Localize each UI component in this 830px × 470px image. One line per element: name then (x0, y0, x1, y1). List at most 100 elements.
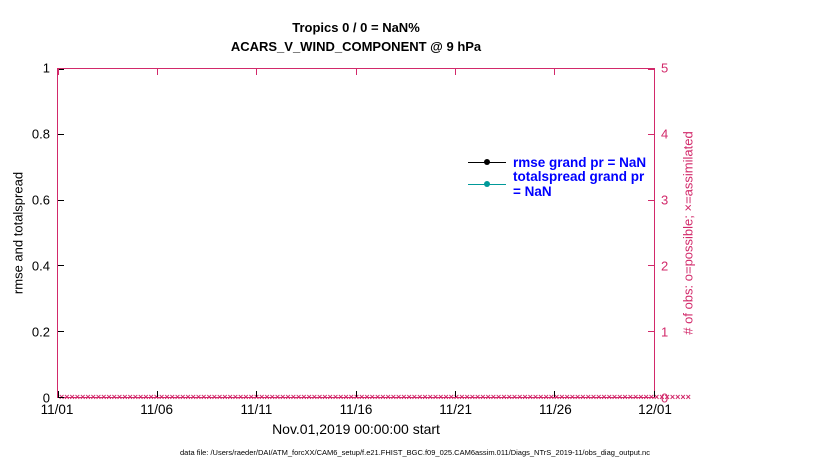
assimilated-obs-x-icon: × (164, 392, 170, 402)
right-tick-label: 3 (661, 192, 669, 208)
assimilated-obs-x-icon: × (101, 392, 107, 402)
assimilated-obs-x-icon: × (569, 392, 576, 402)
assimilated-obs-x-icon: × (116, 392, 123, 402)
assimilated-obs-x-icon: × (137, 392, 144, 402)
assimilated-obs-x-icon: × (238, 392, 244, 402)
assimilated-obs-x-icon: × (211, 392, 217, 402)
assimilated-obs-x-icon: × (280, 392, 286, 402)
assimilated-obs-x-icon: × (517, 392, 523, 402)
x-tick-label: 11/06 (140, 402, 174, 417)
left-tick-label: 1 (42, 60, 50, 76)
assimilated-obs-x-icon: × (216, 392, 223, 402)
left-tick-label: 0.6 (31, 192, 50, 208)
assimilated-obs-x-icon: × (427, 392, 433, 402)
assimilated-obs-x-icon: × (622, 392, 628, 402)
x-axis-label: Nov.01,2019 00:00:00 start (272, 421, 440, 437)
assimilated-obs-x-icon: × (469, 392, 475, 402)
assimilated-obs-x-icon: × (374, 392, 381, 402)
assimilated-obs-x-icon: × (627, 392, 633, 402)
x-tick-label: 11/11 (240, 402, 273, 417)
assimilated-obs-x-icon: × (401, 392, 407, 402)
assimilated-obs-x-icon: × (95, 392, 102, 402)
assimilated-obs-x-icon: × (474, 392, 481, 402)
assimilated-obs-x-icon: × (180, 392, 186, 402)
assimilated-obs-x-icon: × (343, 392, 349, 402)
assimilated-obs-x-icon: × (185, 392, 191, 402)
right-tick-label: 0 (661, 390, 669, 406)
assimilated-obs-x-icon: × (490, 392, 497, 402)
assimilated-obs-x-icon: × (274, 392, 281, 402)
assimilated-obs-x-icon: × (285, 392, 291, 402)
assimilated-obs-x-icon: × (643, 392, 649, 402)
right-axis-tick-labels: 0 1 2 3 4 5 (661, 61, 701, 406)
legend-row-rmse: rmse grand pr = NaN (468, 151, 654, 173)
x-tick-label: 11/16 (339, 402, 373, 417)
assimilated-obs-x-icon: × (317, 392, 323, 402)
assimilated-obs-x-icon: × (406, 392, 412, 402)
assimilated-obs-x-icon: × (64, 392, 70, 402)
assimilated-obs-x-icon: × (638, 392, 644, 402)
assimilated-obs-x-icon: × (559, 392, 565, 402)
chart-title-line2: ACARS_V_WIND_COMPONENT @ 9 hPa (230, 39, 482, 54)
assimilated-obs-x-icon: × (543, 392, 549, 402)
left-axis-tick-labels: 0 0.2 0.4 0.6 0.8 1 (0, 61, 50, 406)
chart-title-line1: Tropics 0 / 0 = NaN% (292, 20, 420, 35)
assimilated-obs-x-icon: × (485, 392, 491, 402)
chart-title: Tropics 0 / 0 = NaN% ACARS_V_WIND_COMPON… (57, 18, 655, 56)
x-tick-label: 11/21 (439, 402, 473, 417)
x-axis-tick-labels: 11/01 11/06 11/11 11/16 11/21 11/26 12/01 (41, 402, 672, 418)
assimilated-obs-x-icon: × (654, 392, 660, 402)
assimilated-obs-x-icon: × (369, 392, 375, 402)
assimilated-obs-x-icon: × (364, 392, 370, 402)
assimilated-obs-x-icon: × (422, 392, 428, 402)
assimilated-obs-x-icon: × (564, 392, 570, 402)
plot-area: rmse grand pr = NaN totalspread grand pr… (57, 68, 691, 402)
assimilated-obs-x-icon: × (459, 392, 465, 402)
x-tick-label: 11/26 (538, 402, 572, 417)
assimilated-obs-x-icon: × (106, 392, 112, 402)
totalspread-line-marker-icon (468, 179, 506, 189)
assimilated-obs-x-icon: × (69, 392, 75, 402)
assimilated-obs-x-icon: × (380, 392, 386, 402)
x-tick-label: 11/01 (40, 402, 74, 417)
assimilated-obs-x-icon: × (501, 392, 507, 402)
assimilated-obs-x-icon: × (195, 392, 202, 402)
assimilated-obs-x-icon: × (148, 392, 154, 402)
assimilated-obs-x-icon: × (80, 392, 86, 402)
legend-label-rmse: rmse grand pr = NaN (513, 154, 647, 170)
assimilated-obs-x-icon: × (122, 392, 128, 402)
right-tick-label: 5 (661, 60, 669, 76)
assimilated-obs-x-icon: × (206, 392, 212, 402)
assimilated-obs-x-icon: × (143, 392, 149, 402)
assimilated-obs-x-icon: × (538, 392, 544, 402)
assimilated-obs-x-icon: × (264, 392, 270, 402)
assimilated-obs-x-icon: × (606, 392, 612, 402)
assimilated-obs-x-icon: × (227, 392, 233, 402)
assimilated-obs-x-icon: × (269, 392, 275, 402)
assimilated-obs-x-icon: × (259, 392, 265, 402)
assimilated-obs-x-icon: × (301, 392, 307, 402)
assimilated-obs-x-icon: × (169, 392, 175, 402)
legend: rmse grand pr = NaN totalspread grand pr… (468, 151, 654, 199)
left-tick-label: 0.4 (31, 258, 50, 274)
assimilated-obs-x-icon: × (290, 392, 296, 402)
assimilated-obs-x-icon: × (243, 392, 249, 402)
left-tick-label: 0.8 (31, 126, 50, 142)
x-tick-label: 12/01 (638, 402, 672, 417)
assimilated-obs-x-icon: × (390, 392, 396, 402)
assimilated-obs-x-icon: × (322, 392, 328, 402)
assimilated-obs-x-icon: × (174, 392, 181, 402)
assimilated-obs-x-icon: × (127, 392, 133, 402)
assimilated-obs-x-icon: × (327, 392, 333, 402)
assimilated-obs-x-icon: × (617, 392, 623, 402)
assimilated-obs-x-icon: × (464, 392, 470, 402)
assimilated-obs-x-icon: × (496, 392, 502, 402)
assimilated-obs-x-icon: × (480, 392, 486, 402)
left-tick-label: 0 (42, 390, 50, 406)
assimilated-obs-x-icon: × (111, 392, 117, 402)
assimilated-obs-x-icon: × (311, 392, 318, 402)
assimilated-obs-x-icon: × (448, 392, 454, 402)
assimilated-obs-x-icon: × (527, 392, 533, 402)
assimilated-obs-x-icon: × (438, 392, 444, 402)
